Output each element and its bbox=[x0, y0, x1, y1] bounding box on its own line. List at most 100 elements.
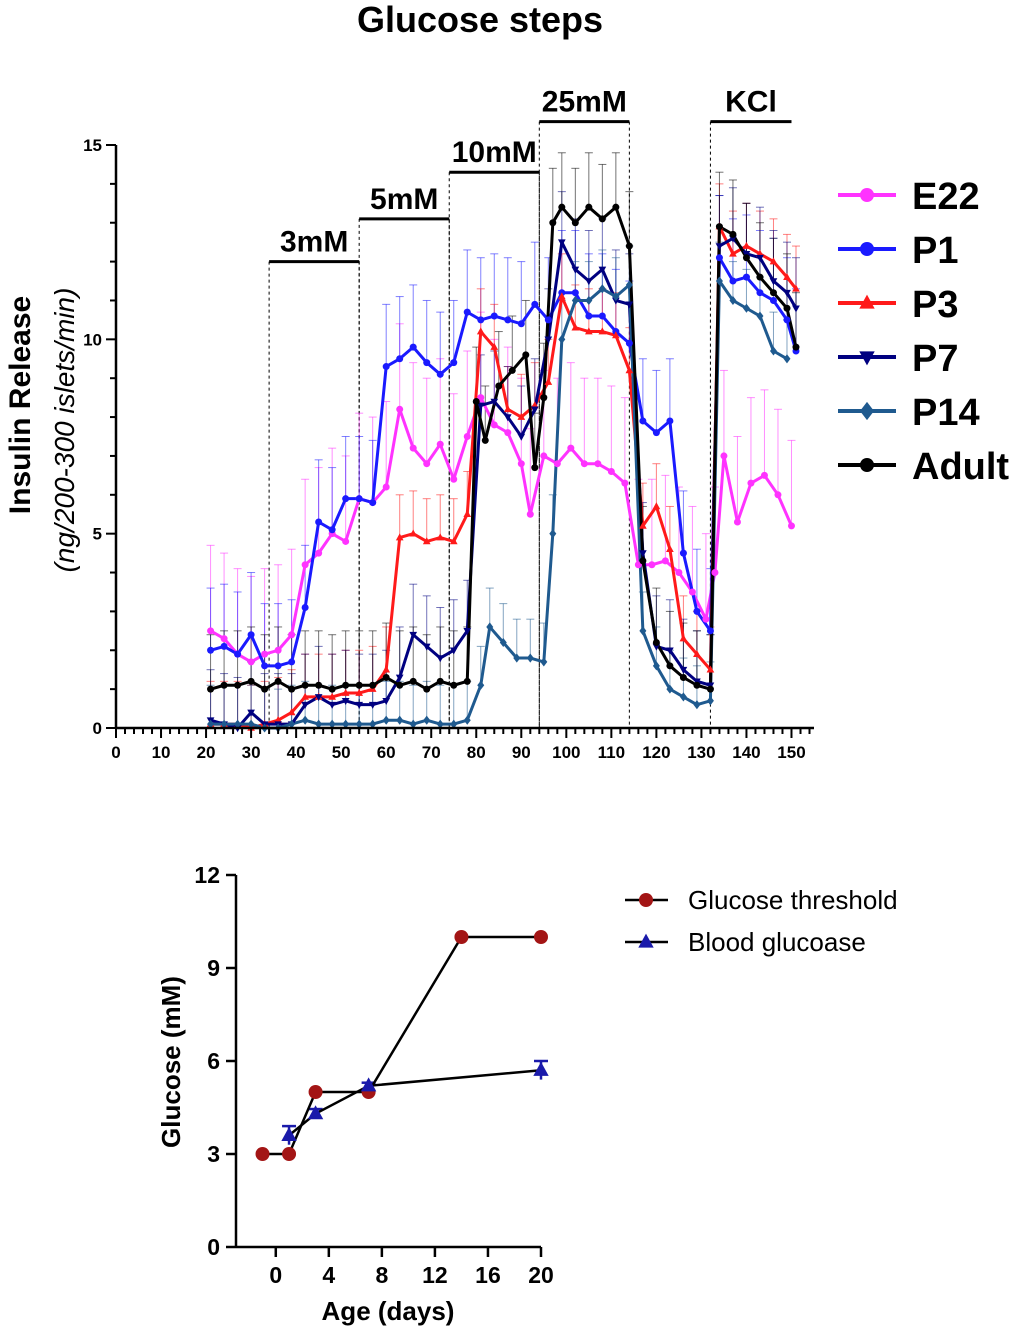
point-p7 bbox=[247, 709, 255, 717]
point-adult bbox=[706, 685, 714, 693]
x-tick-label: 8 bbox=[375, 1262, 388, 1288]
point-p3 bbox=[557, 292, 566, 300]
point-p14 bbox=[540, 657, 548, 667]
point-e22 bbox=[733, 518, 741, 526]
point-p14 bbox=[342, 719, 350, 729]
point-p14 bbox=[288, 719, 296, 729]
point-p14 bbox=[639, 626, 647, 636]
point-p3 bbox=[436, 533, 445, 541]
legend-label-p14: P14 bbox=[912, 392, 980, 434]
point-e22 bbox=[504, 429, 512, 437]
point-p3 bbox=[666, 545, 674, 553]
point-p1 bbox=[288, 658, 296, 666]
point-p14 bbox=[450, 719, 458, 729]
point-p3 bbox=[503, 405, 512, 413]
point-p3 bbox=[742, 241, 751, 249]
point-adult bbox=[355, 681, 363, 689]
point-p3 bbox=[355, 688, 364, 696]
point-p7 bbox=[490, 398, 499, 406]
point-e22 bbox=[648, 561, 656, 569]
point-p1 bbox=[756, 289, 764, 297]
point-adult bbox=[792, 343, 800, 351]
point-p14 bbox=[436, 719, 444, 729]
point-p3 bbox=[287, 708, 296, 716]
point-p1 bbox=[585, 312, 593, 320]
point-p14 bbox=[315, 719, 323, 729]
point-p7 bbox=[792, 305, 800, 313]
point-e22 bbox=[261, 650, 269, 658]
point-p14 bbox=[247, 719, 255, 729]
point-p1 bbox=[274, 662, 282, 670]
point-p7 bbox=[679, 666, 688, 674]
point-e22 bbox=[517, 460, 525, 468]
x-tick-label: 90 bbox=[512, 743, 531, 762]
axes: 0 10 20 30 40 50 60 70 80 90 100 110 120 130 140 150 0 5 1… bbox=[83, 136, 814, 762]
point-p14 bbox=[612, 292, 620, 302]
point-e22 bbox=[580, 460, 588, 468]
point-p1 bbox=[220, 642, 228, 650]
legend-label-blood-glucoase: Blood glucoase bbox=[688, 927, 866, 957]
point-p14 bbox=[526, 653, 534, 663]
point-e22 bbox=[567, 444, 575, 452]
point-e22 bbox=[711, 569, 719, 577]
legend-marker-p7 bbox=[859, 351, 875, 366]
point-p3 bbox=[729, 249, 737, 257]
point-p3 bbox=[544, 377, 553, 385]
point-p1 bbox=[490, 312, 498, 320]
point-p7 bbox=[436, 655, 445, 663]
point-p14 bbox=[409, 719, 417, 729]
y-tick-label: 10 bbox=[83, 330, 102, 349]
point-p7 bbox=[666, 647, 674, 655]
x-tick-label: 0 bbox=[269, 1262, 282, 1288]
point-p14 bbox=[571, 295, 579, 306]
point-adult bbox=[769, 289, 777, 297]
point-p14 bbox=[382, 715, 390, 725]
point-e22 bbox=[553, 460, 561, 468]
y-tick-label: 6 bbox=[207, 1048, 220, 1074]
point-e22 bbox=[220, 635, 228, 643]
point-adult bbox=[715, 223, 723, 231]
y-tick-label: 9 bbox=[207, 955, 220, 981]
point-e22 bbox=[247, 658, 255, 666]
point-p7 bbox=[476, 402, 485, 410]
stimulus-25mm-label: 25mM bbox=[542, 86, 627, 119]
point-e22 bbox=[675, 569, 683, 577]
point-p3 bbox=[341, 688, 350, 696]
point-adult bbox=[261, 685, 269, 693]
point-p3 bbox=[274, 716, 282, 724]
point-glucose-threshold bbox=[282, 1147, 297, 1161]
point-e22 bbox=[787, 522, 795, 530]
point-adult bbox=[274, 677, 282, 685]
point-adult bbox=[495, 382, 503, 390]
y-tick-label: 15 bbox=[83, 136, 102, 155]
point-adult bbox=[436, 677, 444, 685]
point-p1 bbox=[693, 607, 701, 615]
point-e22 bbox=[607, 467, 615, 475]
y-axis-label: Insulin Release bbox=[4, 296, 37, 514]
point-p7 bbox=[463, 628, 472, 636]
point-p1 bbox=[207, 646, 215, 654]
point-p1 bbox=[531, 300, 539, 308]
x-tick-label: 10 bbox=[152, 743, 171, 762]
point-p14 bbox=[220, 719, 228, 729]
point-p7 bbox=[314, 694, 323, 702]
point-p1 bbox=[715, 254, 723, 262]
point-p1 bbox=[382, 363, 390, 371]
point-p3 bbox=[449, 537, 458, 545]
point-adult bbox=[693, 681, 701, 689]
point-p3 bbox=[639, 521, 647, 529]
point-e22 bbox=[463, 433, 471, 440]
legend-label-glucose-threshold: Glucose threshold bbox=[688, 885, 898, 915]
point-p14 bbox=[549, 529, 557, 539]
point-p7 bbox=[715, 243, 724, 251]
point-p7 bbox=[530, 406, 539, 414]
point-p3 bbox=[463, 510, 472, 518]
point-e22 bbox=[747, 479, 755, 487]
x-tick-label: 140 bbox=[732, 743, 760, 762]
point-p14 bbox=[234, 719, 242, 729]
point-e22 bbox=[342, 537, 350, 545]
point-p3 bbox=[328, 692, 337, 700]
x-axis-label: Age (days) bbox=[322, 1296, 455, 1326]
point-p3 bbox=[756, 249, 764, 257]
point-adult bbox=[220, 681, 228, 689]
